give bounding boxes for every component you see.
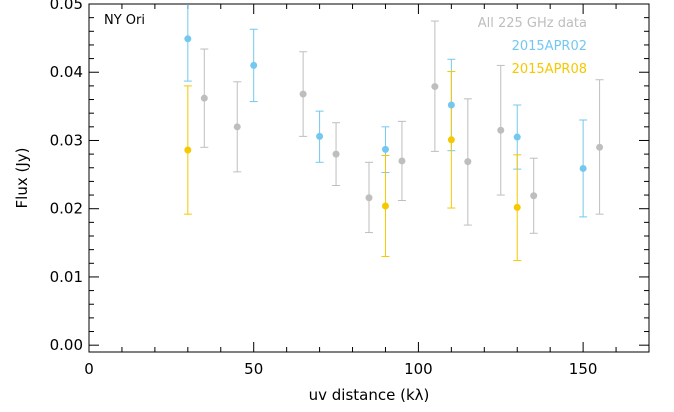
annotation: NY Ori (104, 13, 145, 28)
data-point-series-0 (497, 126, 505, 134)
y-tick-label: 0.03 (50, 131, 83, 149)
y-tick-label: 0.02 (50, 200, 83, 218)
data-points (184, 35, 604, 211)
data-point-series-1 (579, 164, 587, 172)
y-axis-label: Flux (Jy) (13, 148, 31, 209)
legend: All 225 GHz data 2015APR02 2015APR08 (478, 16, 587, 77)
data-point-series-2 (184, 146, 192, 154)
data-point-series-2 (447, 136, 455, 144)
data-point-series-0 (299, 90, 307, 98)
y-tick-label: 0.04 (50, 63, 83, 81)
legend-entry-apr08: 2015APR08 (512, 62, 587, 77)
plot-frame (88, 3, 650, 353)
data-point-series-0 (464, 158, 472, 166)
x-tick-label: 50 (244, 360, 263, 378)
major-ticks (88, 3, 649, 352)
data-point-series-0 (596, 143, 604, 151)
data-point-series-1 (381, 145, 389, 153)
y-tick-label: 0.01 (50, 268, 83, 286)
data-point-series-0 (365, 194, 373, 202)
x-tick-label: 0 (84, 360, 94, 378)
y-tick-labels: 0.00 0.01 0.02 0.03 0.04 0.05 (50, 0, 83, 354)
data-point-series-0 (332, 150, 340, 158)
data-point-series-0 (530, 192, 538, 200)
data-point-series-1 (250, 61, 258, 69)
minor-ticks (89, 4, 650, 352)
data-point-series-0 (398, 157, 406, 165)
data-point-series-0 (200, 94, 208, 102)
data-point-series-1 (513, 133, 521, 141)
data-point-series-0 (233, 123, 241, 131)
x-tick-label: 100 (404, 360, 433, 378)
y-tick-label: 0.00 (50, 336, 83, 354)
y-tick-label: 0.05 (50, 0, 83, 13)
data-point-series-2 (381, 202, 389, 210)
data-point-series-1 (184, 35, 192, 43)
legend-entry-all: All 225 GHz data (478, 16, 587, 31)
x-axis-label: uv distance (kλ) (309, 386, 430, 404)
data-point-series-1 (447, 101, 455, 109)
data-point-series-1 (316, 132, 324, 140)
data-point-series-2 (513, 203, 521, 211)
data-point-series-0 (431, 83, 439, 91)
x-tick-labels: 0 50 100 150 (84, 360, 597, 378)
legend-entry-apr02: 2015APR02 (512, 39, 587, 54)
x-tick-label: 150 (569, 360, 598, 378)
